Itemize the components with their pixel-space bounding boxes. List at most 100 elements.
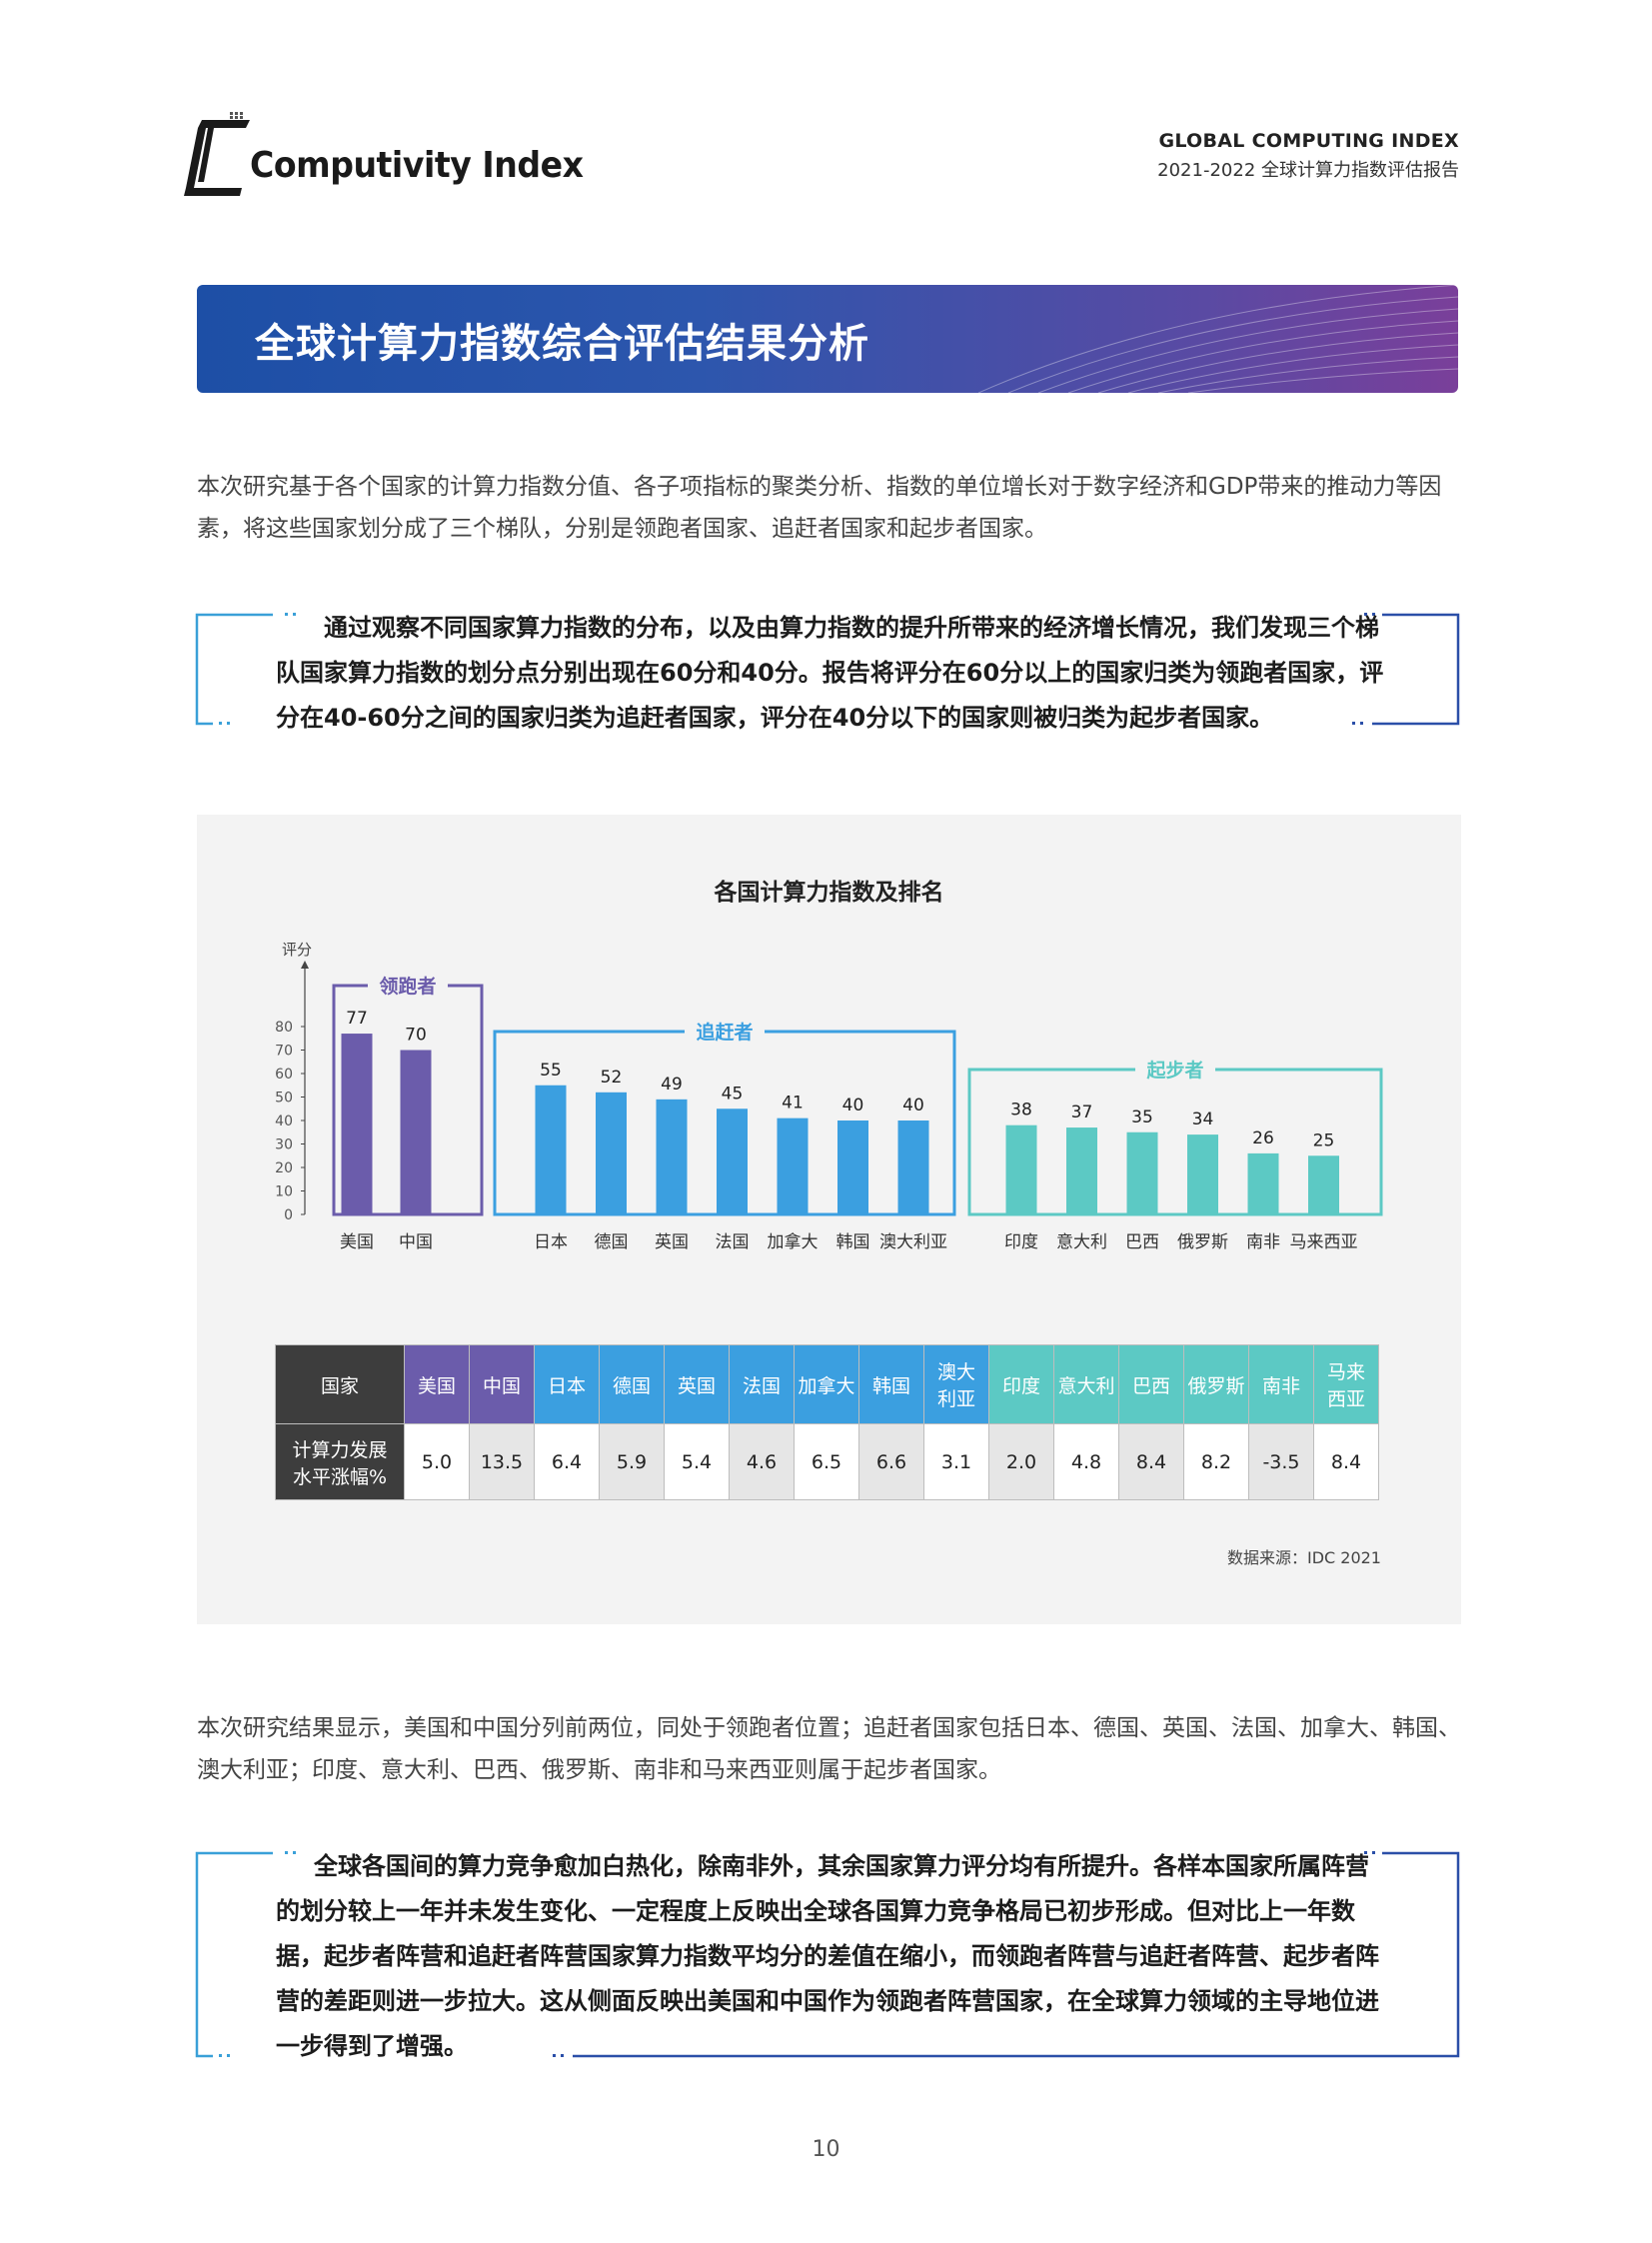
bar xyxy=(400,1050,432,1214)
growth-cell: 6.5 xyxy=(794,1423,859,1500)
y-tick-label: 70 xyxy=(275,1044,293,1060)
banner-decoration xyxy=(978,285,1458,393)
chart-title: 各国计算力指数及排名 xyxy=(714,880,944,906)
data-label: 52 xyxy=(601,1068,623,1088)
growth-cell: 4.6 xyxy=(729,1423,795,1500)
country-header: 俄罗斯 xyxy=(1183,1344,1249,1424)
table-row: 计算力发展 水平涨幅% 5.0 13.5 6.4 5.9 5.4 4.6 6.5 6.6 3.1 2.… xyxy=(275,1423,1379,1500)
callout-frame xyxy=(195,613,1460,726)
table-header-row: 国家 美国 中国 日本 德国 英国 法国 加拿大 韩国 澳大 利亚 印度 意大利 巴西 俄罗斯 南非 马来 西亚 xyxy=(275,1344,1379,1424)
y-axis-arrow xyxy=(301,961,309,969)
bar xyxy=(341,1034,373,1214)
bar xyxy=(596,1092,627,1214)
data-label: 49 xyxy=(661,1075,683,1095)
page-number: 10 xyxy=(812,2137,840,2162)
country-header: 韩国 xyxy=(858,1344,924,1424)
data-label: 25 xyxy=(1313,1130,1335,1150)
x-tick-label: 德国 xyxy=(595,1232,629,1252)
country-header: 英国 xyxy=(664,1344,730,1424)
data-label: 40 xyxy=(902,1096,924,1116)
y-axis-label: 评分 xyxy=(282,941,312,959)
data-label: 77 xyxy=(346,1009,368,1029)
logo-icon xyxy=(184,112,250,196)
x-tick-label: 法国 xyxy=(716,1232,750,1252)
growth-cell: 2.0 xyxy=(988,1423,1054,1500)
growth-cell: 5.4 xyxy=(664,1423,730,1500)
data-label: 26 xyxy=(1252,1128,1274,1148)
callout-text: 通过观察不同国家算力指数的分布，以及由算力指数的提升所带来的经济增长情况，我们发… xyxy=(276,614,1384,732)
growth-cell: 6.6 xyxy=(858,1423,924,1500)
callout-frame xyxy=(195,1851,1460,2058)
growth-cell: 6.4 xyxy=(534,1423,600,1500)
callout-box-2: 全球各国间的算力竞争愈加白热化，除南非外，其余国家算力评分均有所提升。各样本国家… xyxy=(193,1844,1462,2064)
data-label: 38 xyxy=(1010,1101,1032,1121)
x-tick-label: 日本 xyxy=(534,1232,568,1252)
x-tick-label: 俄罗斯 xyxy=(1177,1232,1228,1252)
x-tick-label: 英国 xyxy=(655,1232,689,1252)
data-label: 34 xyxy=(1192,1110,1214,1129)
bar xyxy=(897,1121,929,1214)
section-banner: 全球计算力指数综合评估结果分析 xyxy=(197,285,1458,393)
y-tick-label: 60 xyxy=(275,1067,293,1083)
growth-cell: 5.9 xyxy=(599,1423,665,1500)
country-header: 美国 xyxy=(404,1344,470,1424)
bar xyxy=(837,1121,868,1214)
y-tick-label: 30 xyxy=(275,1137,293,1153)
country-header: 中国 xyxy=(469,1344,535,1424)
x-tick-label: 澳大利亚 xyxy=(879,1232,947,1252)
data-label: 40 xyxy=(842,1096,864,1116)
bar xyxy=(1005,1124,1037,1214)
callout-text: 全球各国间的算力竞争愈加白热化，除南非外，其余国家算力评分均有所提升。各样本国家… xyxy=(276,1852,1379,2060)
data-label: 37 xyxy=(1071,1103,1093,1122)
bar xyxy=(717,1109,748,1214)
country-header: 澳大 利亚 xyxy=(923,1344,989,1424)
country-header: 巴西 xyxy=(1118,1344,1184,1424)
data-label: 70 xyxy=(405,1026,427,1046)
x-tick-label: 马来西亚 xyxy=(1290,1232,1358,1252)
country-header: 法国 xyxy=(729,1344,795,1424)
bar xyxy=(1066,1127,1097,1214)
header-title: GLOBAL COMPUTING INDEX xyxy=(1158,130,1459,152)
country-header: 南非 xyxy=(1248,1344,1314,1424)
growth-cell: 4.8 xyxy=(1053,1423,1119,1500)
growth-cell: 13.5 xyxy=(469,1423,535,1500)
result-paragraph: 本次研究结果显示，美国和中国分列前两位，同处于领跑者位置；追赶者国家包括日本、德… xyxy=(197,1715,1461,1783)
growth-cell: 5.0 xyxy=(404,1423,470,1500)
growth-table: 国家 美国 中国 日本 德国 英国 法国 加拿大 韩国 澳大 利亚 印度 意大利 巴西 俄罗斯 南非 马来 西亚 … xyxy=(275,1344,1379,1500)
data-source: 数据来源：IDC 2021 xyxy=(1226,1548,1381,1567)
data-label: 55 xyxy=(540,1061,562,1081)
x-tick-label: 印度 xyxy=(1004,1232,1038,1252)
bar xyxy=(1308,1155,1339,1214)
bar xyxy=(1247,1152,1279,1214)
group-label: 追赶者 xyxy=(696,1021,753,1044)
y-tick-label: 0 xyxy=(284,1207,293,1223)
callout-box: 通过观察不同国家算力指数的分布，以及由算力指数的提升所带来的经济增长情况，我们发… xyxy=(193,606,1462,732)
x-tick-label: 中国 xyxy=(399,1232,433,1252)
y-tick-label: 80 xyxy=(275,1020,293,1036)
header-subtitle: 2021-2022 全球计算力指数评估报告 xyxy=(1157,160,1459,181)
growth-cell: -3.5 xyxy=(1248,1423,1314,1500)
growth-cell: 3.1 xyxy=(923,1423,989,1500)
y-tick-label: 50 xyxy=(275,1091,293,1107)
logo-text: Computivity Index xyxy=(250,145,584,186)
data-label: 45 xyxy=(722,1084,744,1104)
country-header: 印度 xyxy=(988,1344,1054,1424)
bar-chart: 评分 0 10 20 30 40 50 60 70 80 领跑者 77 美国 70 中国 追赶者 55 日本 52 德… xyxy=(275,941,1383,1252)
country-header: 德国 xyxy=(599,1344,665,1424)
x-tick-label: 意大利 xyxy=(1056,1232,1107,1252)
growth-cell: 8.2 xyxy=(1183,1423,1249,1500)
x-tick-label: 加拿大 xyxy=(768,1231,819,1252)
y-tick-label: 20 xyxy=(275,1160,293,1176)
data-label: 41 xyxy=(782,1094,804,1114)
bar xyxy=(535,1085,567,1214)
bar xyxy=(777,1118,809,1214)
x-tick-label: 巴西 xyxy=(1125,1232,1159,1252)
bar xyxy=(1187,1134,1218,1214)
country-header: 马来 西亚 xyxy=(1313,1344,1379,1424)
y-tick-label: 40 xyxy=(275,1114,293,1129)
country-header: 加拿大 xyxy=(794,1344,859,1424)
growth-cell: 8.4 xyxy=(1118,1423,1184,1500)
section-title: 全球计算力指数综合评估结果分析 xyxy=(255,321,869,367)
bar xyxy=(656,1099,688,1214)
group-label: 领跑者 xyxy=(379,975,436,998)
